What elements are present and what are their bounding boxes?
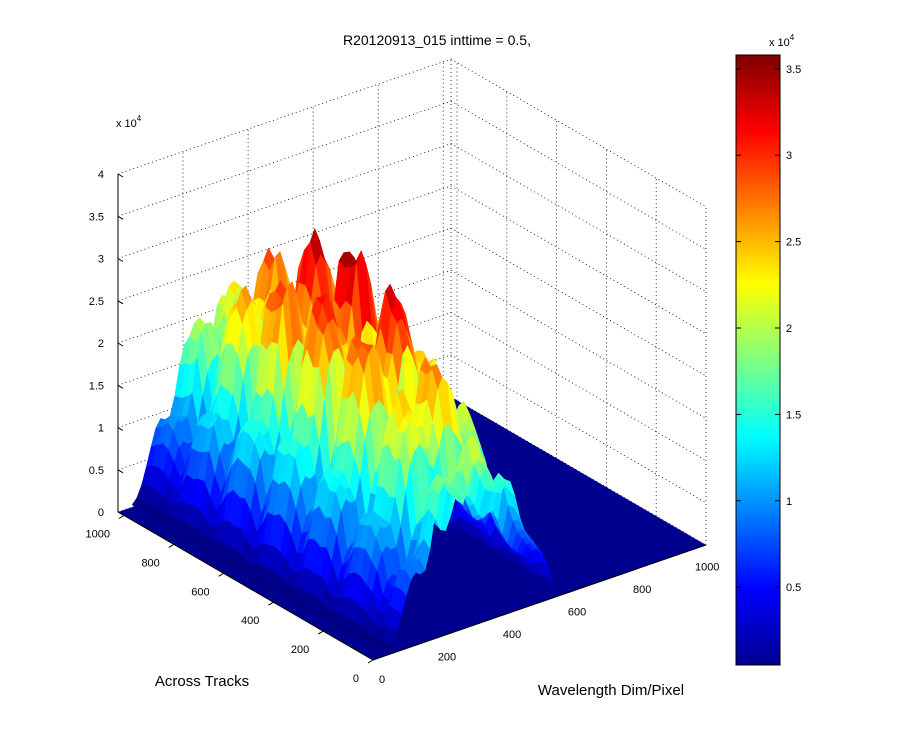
y-tick-label: 1000: [86, 529, 110, 541]
y-tick-label: 0: [353, 673, 359, 685]
x-tick-mark: [698, 545, 704, 549]
surface-patch: [184, 537, 197, 546]
colorbar-tick-label: 3.5: [786, 64, 801, 76]
grid-line: [450, 143, 707, 292]
surface-patch: [225, 560, 237, 569]
z-tick-label: 1.5: [89, 380, 104, 392]
x-tick-mark: [437, 635, 444, 638]
grid-line: [450, 227, 707, 377]
z-tick-mark: [117, 173, 124, 178]
y-axis-label: Across Tracks: [155, 673, 249, 690]
surface-patch: [341, 628, 353, 637]
grid-line: [117, 100, 452, 217]
y-tick-mark: [317, 630, 324, 635]
y-tick-mark: [168, 543, 175, 548]
grid-line: [450, 58, 707, 208]
colorbar-exponent: 4: [790, 33, 795, 42]
colorbar-tick-label: 2: [786, 323, 792, 335]
colorbar-tick-label: 2.5: [786, 237, 801, 249]
z-axis-exponent: 4: [137, 114, 142, 123]
z-tick-label: 0.5: [89, 465, 104, 477]
grid-line: [117, 58, 452, 175]
grid-line: [117, 185, 452, 302]
colorbar: 0.5 1 1.5 2 2.5 3 3.5 x 104: [735, 33, 801, 666]
z-tick-label: 3.5: [89, 211, 104, 223]
x-tick-label: 400: [503, 629, 521, 641]
x-tick-mark: [372, 657, 379, 661]
x-tick-mark: [633, 567, 639, 571]
z-tick-mark: [117, 300, 124, 305]
z-tick-mark: [117, 469, 124, 474]
z-tick-mark: [117, 258, 124, 262]
tick-labels: 0 200 400 600 800 1000 0 200 400 600 800 1000 0 0.5 1 1…: [86, 169, 720, 686]
z-tick-mark: [117, 511, 124, 516]
z-tick-mark: [117, 342, 124, 347]
z-tick-mark: [117, 427, 124, 431]
z-tick-label: 2.5: [89, 296, 104, 308]
x-tick-label: 0: [379, 674, 385, 686]
colorbar-tick-label: 1.5: [786, 409, 801, 421]
z-tick-label: 1: [98, 423, 104, 435]
x-axis-line: [372, 544, 707, 661]
z-tick-label: 4: [98, 169, 104, 181]
colorbar-gradient: [735, 54, 781, 666]
chart-title: R20120913_015 inttime = 0.5,: [343, 32, 531, 48]
grid-line: [450, 100, 707, 250]
z-tick-label: 3: [98, 254, 104, 266]
y-tick-label: 200: [291, 644, 309, 656]
x-tick-label: 1000: [695, 562, 719, 574]
y-tick-label: 800: [141, 557, 159, 569]
surface-patch: [306, 607, 319, 617]
colorbar-tick-label: 3: [786, 150, 792, 162]
grid-line: [117, 143, 452, 259]
y-tick-label: 600: [191, 586, 209, 598]
x-tick-label: 200: [438, 652, 456, 664]
y-tick-label: 400: [241, 615, 259, 627]
grid-line: [450, 185, 707, 335]
y-tick-mark: [218, 572, 224, 577]
surface-patch: [266, 583, 278, 593]
y-tick-mark: [268, 601, 274, 606]
z-tick-label: 2: [98, 338, 104, 350]
x-axis-label: Wavelength Dim/Pixel: [538, 682, 684, 699]
x-tick-mark: [567, 590, 574, 594]
x-tick-label: 600: [568, 607, 586, 619]
y-tick-mark: [367, 659, 374, 664]
z-tick-label: 0: [98, 507, 104, 519]
z-tick-mark: [117, 384, 124, 389]
colorbar-tick-label: 1: [786, 496, 792, 508]
surface-patch: [380, 642, 393, 654]
y-tick-mark: [118, 515, 125, 519]
colorbar-multiplier: x 104: [769, 33, 795, 49]
x-tick-mark: [502, 612, 509, 616]
z-tick-mark: [117, 215, 124, 220]
colorbar-tick-label: 0.5: [786, 582, 801, 594]
x-tick-label: 800: [633, 584, 651, 596]
grid-line: [450, 269, 707, 419]
z-axis-multiplier: x 104: [116, 114, 142, 130]
y-axis-line: [117, 511, 374, 661]
surface: [118, 227, 706, 660]
